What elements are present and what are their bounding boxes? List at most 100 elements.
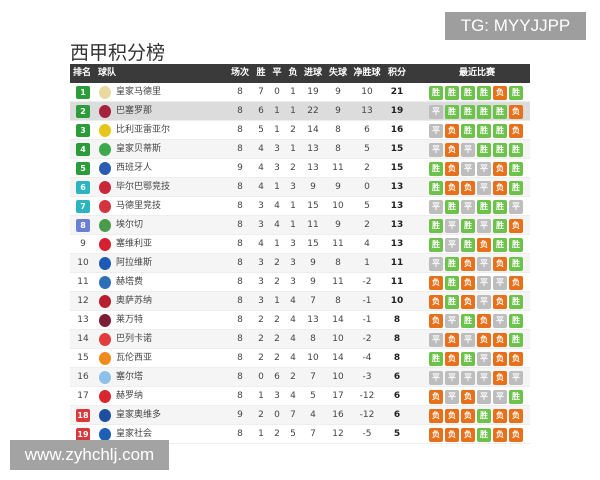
result-win: 胜 (493, 124, 507, 138)
team-name[interactable]: 比利亚雷亚尔 (116, 125, 171, 135)
goals-against: 11 (327, 235, 349, 254)
team-name[interactable]: 毕尔巴鄂竞技 (116, 182, 171, 192)
points: 8 (386, 330, 408, 349)
won-value: 3 (258, 296, 264, 306)
won: 3 (254, 292, 268, 311)
goal-difference: 4 (352, 235, 382, 254)
goals-for-value: 13 (307, 315, 319, 325)
team-name[interactable]: 赫塔费 (116, 277, 144, 287)
played-value: 8 (237, 201, 243, 211)
team-name[interactable]: 阿拉维斯 (116, 258, 153, 268)
result-win: 胜 (477, 200, 491, 214)
team-name[interactable]: 埃尔切 (116, 220, 144, 230)
played: 9 (229, 406, 251, 425)
recent-results: 平平平平负平 (429, 371, 523, 385)
header-rank: 排名 (73, 68, 92, 78)
team-name[interactable]: 马德里竞技 (116, 201, 162, 211)
team-name[interactable]: 瓦伦西亚 (116, 353, 153, 363)
lost: 4 (286, 311, 300, 330)
team-name[interactable]: 塞维利亚 (116, 239, 153, 249)
team-name[interactable]: 皇家贝蒂斯 (116, 144, 162, 154)
won-value: 3 (258, 201, 264, 211)
result-draw: 平 (461, 162, 475, 176)
goals-for: 13 (302, 311, 324, 330)
result-draw: 平 (461, 333, 475, 347)
goals-against: 8 (327, 254, 349, 273)
drawn-value: 2 (274, 277, 280, 287)
played: 8 (229, 292, 251, 311)
points-value: 8 (393, 315, 401, 325)
team-name[interactable]: 巴塞罗那 (116, 106, 153, 116)
goals-for-value: 15 (307, 201, 319, 211)
played-value: 8 (237, 334, 243, 344)
result-win: 胜 (509, 390, 523, 404)
result-win: 胜 (509, 181, 523, 195)
team-name[interactable]: 奥萨苏纳 (116, 296, 153, 306)
team-logo-icon (99, 409, 111, 422)
result-draw: 平 (461, 143, 475, 157)
team-name[interactable]: 巴列卡诺 (116, 334, 153, 344)
result-loss: 负 (509, 428, 523, 442)
result-loss: 负 (461, 390, 475, 404)
team-name[interactable]: 皇家奥维多 (116, 410, 162, 420)
result-draw: 平 (477, 295, 491, 309)
header-recent: 最近比赛 (458, 68, 495, 78)
team-logo-icon (99, 314, 111, 327)
points: 13 (386, 235, 408, 254)
team-name[interactable]: 塞尔塔 (116, 372, 144, 382)
won-value: 3 (258, 277, 264, 287)
team-name[interactable]: 莱万特 (116, 315, 144, 325)
drawn: 2 (270, 349, 284, 368)
goals-against-value: 9 (335, 106, 341, 116)
team-name[interactable]: 皇家社会 (116, 429, 153, 439)
result-loss: 负 (445, 352, 459, 366)
goals-for-value: 11 (307, 220, 319, 230)
goals-against-value: 8 (335, 125, 341, 135)
won: 4 (254, 178, 268, 197)
goal-difference: 10 (352, 83, 382, 102)
rank-value: 14 (77, 334, 89, 344)
result-win: 胜 (493, 143, 507, 157)
team-logo-icon (99, 333, 111, 346)
team-name[interactable]: 皇家马德里 (116, 87, 162, 97)
points: 13 (386, 197, 408, 216)
won: 1 (254, 387, 268, 406)
team-name[interactable]: 赫罗纳 (116, 391, 144, 401)
recent-results: 胜负平平负胜 (429, 162, 523, 176)
result-draw: 平 (477, 162, 491, 176)
rank-badge: 18 (76, 409, 90, 422)
points: 11 (386, 273, 408, 292)
played: 8 (229, 387, 251, 406)
goal-difference: 1 (352, 254, 382, 273)
goals-for-value: 13 (307, 144, 319, 154)
team-name[interactable]: 西班牙人 (116, 163, 153, 173)
goal-difference: 5 (352, 197, 382, 216)
recent-results: 胜平胜负胜胜 (429, 238, 523, 252)
rank: 6 (75, 178, 91, 198)
team-logo-icon (99, 238, 111, 251)
goals-against: 11 (327, 273, 349, 292)
result-loss: 负 (429, 409, 443, 423)
result-draw: 平 (445, 219, 459, 233)
goals-for-value: 7 (310, 372, 316, 382)
result-loss: 负 (445, 181, 459, 195)
